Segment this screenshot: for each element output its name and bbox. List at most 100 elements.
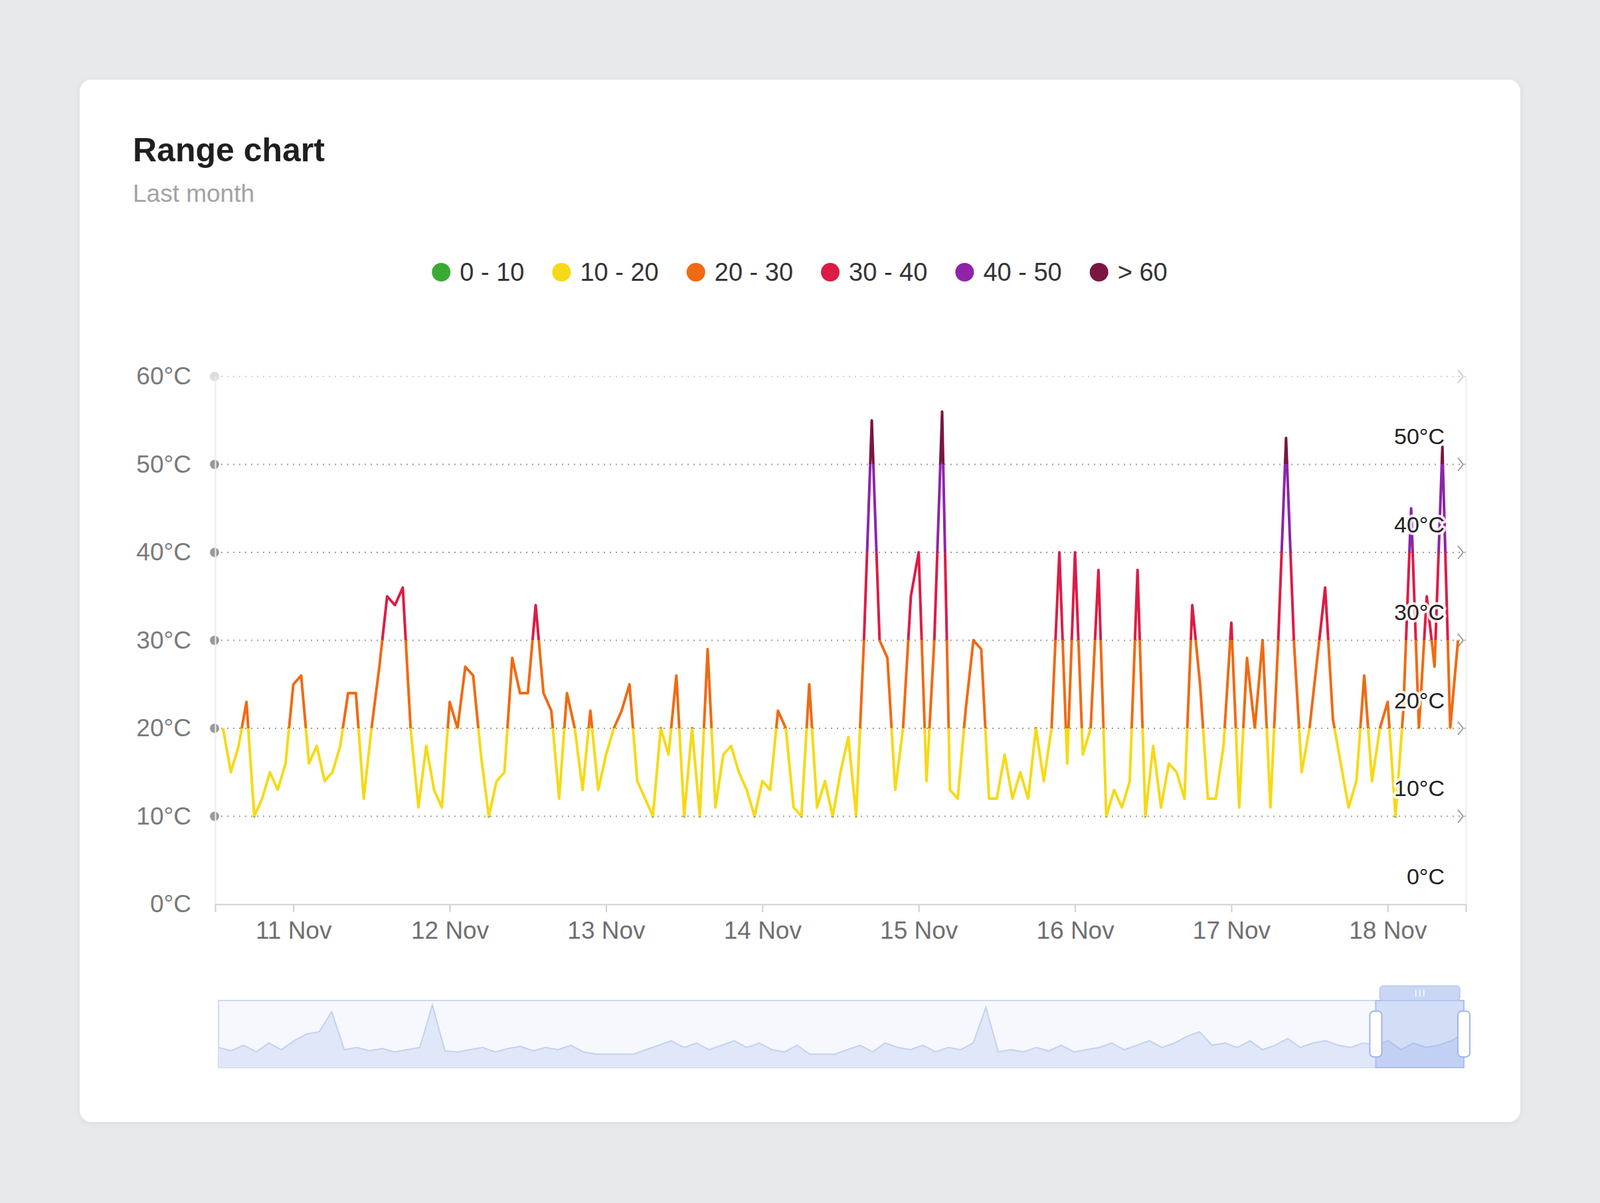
- y2-axis: 0°C 10°C 20°C 30°C 40°C 50°C: [1394, 377, 1466, 906]
- navigator-frame: [218, 1000, 1464, 1068]
- x-tick-label: 12 Nov: [411, 917, 490, 945]
- y-tick: 0°C: [150, 890, 216, 918]
- grid-arrow: [1457, 545, 1464, 560]
- y2-tick: 30°C: [1394, 599, 1466, 641]
- navigator-grip[interactable]: [1379, 986, 1460, 1001]
- legend-item: 0 - 10: [431, 258, 525, 287]
- card: [79, 79, 1521, 1123]
- legend-marker: [820, 263, 840, 282]
- legend-marker: [551, 263, 571, 282]
- grid-line: [215, 464, 1466, 466]
- navigator-handle[interactable]: [1457, 1011, 1470, 1058]
- y-axis-line: [215, 377, 217, 906]
- x-tick-label: 18 Nov: [1348, 917, 1428, 945]
- y2-tick: 40°C: [1394, 512, 1466, 554]
- x-tick-label: 14 Nov: [723, 917, 803, 945]
- x-tick-mark: [1387, 904, 1389, 913]
- y2-tick-label: 0°C: [1406, 864, 1445, 890]
- navigator-grip-line: [1415, 990, 1417, 997]
- x-tick-label: 17 Nov: [1192, 917, 1272, 945]
- legend-item: > 60: [1089, 258, 1168, 287]
- legend-label: 30 - 40: [848, 258, 928, 287]
- grid-arrow: [1457, 721, 1464, 736]
- x-tick-mark: [1074, 904, 1076, 913]
- legend-item: 40 - 50: [955, 258, 1062, 287]
- y2-tick: 10°C: [1394, 775, 1466, 817]
- navigator-area: [218, 1005, 1464, 1068]
- navigator-line: [218, 1005, 1464, 1055]
- legend-label: > 60: [1117, 258, 1168, 287]
- x-tick: 16 Nov: [1036, 904, 1115, 945]
- legend-label: 40 - 50: [982, 258, 1062, 287]
- plot-marks: [223, 411, 1458, 817]
- legend-marker: [1089, 263, 1109, 282]
- chart-svg: Range chart Last month 0 - 10 10 - 20 20 - 3…: [0, 0, 1600, 1203]
- grid-line: [215, 816, 1466, 818]
- y-tick: 30°C: [136, 626, 216, 655]
- navigator: [218, 986, 1470, 1068]
- title: Range chart: [132, 131, 325, 169]
- y-tick: 50°C: [136, 450, 216, 479]
- y2-tick: 0°C: [1406, 864, 1466, 906]
- navigator-selection[interactable]: [1375, 1000, 1464, 1068]
- legend-label: 20 - 30: [714, 258, 794, 287]
- legend-label: 10 - 20: [579, 258, 659, 287]
- legend-marker: [431, 263, 451, 282]
- x-axis: 11 Nov 12 Nov 13 Nov 14 Nov 15 Nov 16 Nov 17 N…: [215, 904, 1467, 945]
- x-tick-label: 15 Nov: [880, 917, 959, 945]
- y-tick-label: 0°C: [150, 890, 192, 918]
- y-tick-label: 60°C: [136, 362, 192, 390]
- grid-arrow: [1457, 810, 1464, 824]
- y2-axis-line: [1465, 377, 1468, 906]
- x-tick-label: 13 Nov: [567, 917, 646, 945]
- subtitle: Last month: [132, 179, 255, 208]
- x-tick-label: 16 Nov: [1036, 917, 1115, 945]
- y2-tick: 20°C: [1394, 688, 1466, 730]
- x-tick-mark: [449, 904, 451, 913]
- grid: [209, 369, 1466, 824]
- grid-dot: [209, 371, 220, 382]
- grid-dot: [209, 723, 220, 734]
- navigator-grip-line: [1419, 990, 1421, 997]
- x-tick-mark: [292, 904, 295, 913]
- grid-dot: [209, 547, 220, 558]
- grid-line: [215, 375, 1466, 378]
- y-tick: 60°C: [136, 362, 216, 390]
- legend-item: 30 - 40: [820, 258, 928, 287]
- x-tick: 17 Nov: [1192, 904, 1272, 945]
- grid-dot: [209, 636, 220, 646]
- navigator-marks: [218, 1005, 1464, 1068]
- y-tick-label: 10°C: [136, 802, 192, 831]
- y-tick-label: 20°C: [136, 714, 192, 742]
- legend-label: 0 - 10: [459, 258, 525, 287]
- x-tick-mark: [918, 904, 920, 913]
- y-tick-label: 40°C: [136, 538, 192, 566]
- x-tick: 13 Nov: [567, 904, 646, 945]
- x-tick: 18 Nov: [1348, 904, 1428, 945]
- x-axis-line: [215, 905, 1467, 914]
- y2-tick-label: 50°C: [1394, 423, 1445, 449]
- temperature-line: [223, 411, 1458, 817]
- y2-tick-label: 20°C: [1394, 688, 1445, 714]
- navigator-handle[interactable]: [1369, 1011, 1382, 1058]
- x-tick-mark: [1230, 904, 1233, 913]
- grid-dot: [209, 812, 220, 822]
- y2-tick-label: 40°C: [1394, 512, 1445, 538]
- y-tick: 40°C: [136, 538, 216, 566]
- y2-tick: 50°C: [1394, 423, 1466, 465]
- y2-tick-label: 10°C: [1394, 775, 1445, 801]
- legend-marker: [686, 263, 706, 282]
- grid-dot: [209, 460, 220, 470]
- legend-item: 20 - 30: [686, 258, 794, 287]
- x-tick-mark: [605, 904, 608, 913]
- legend-marker: [955, 263, 974, 282]
- x-tick: 11 Nov: [255, 904, 333, 945]
- y-tick: 10°C: [136, 802, 216, 831]
- y-tick: 20°C: [136, 714, 216, 742]
- x-tick-label: 11 Nov: [255, 917, 333, 945]
- grid-arrow: [1457, 369, 1464, 384]
- y-axis: 0°C 10°C 20°C 30°C 40°C 50°C 60°C: [136, 362, 216, 918]
- y-tick-label: 30°C: [136, 626, 192, 655]
- grid-line: [215, 727, 1466, 730]
- legend: 0 - 10 10 - 20 20 - 30 30 - 40 40 - 50 > 60: [431, 258, 1167, 287]
